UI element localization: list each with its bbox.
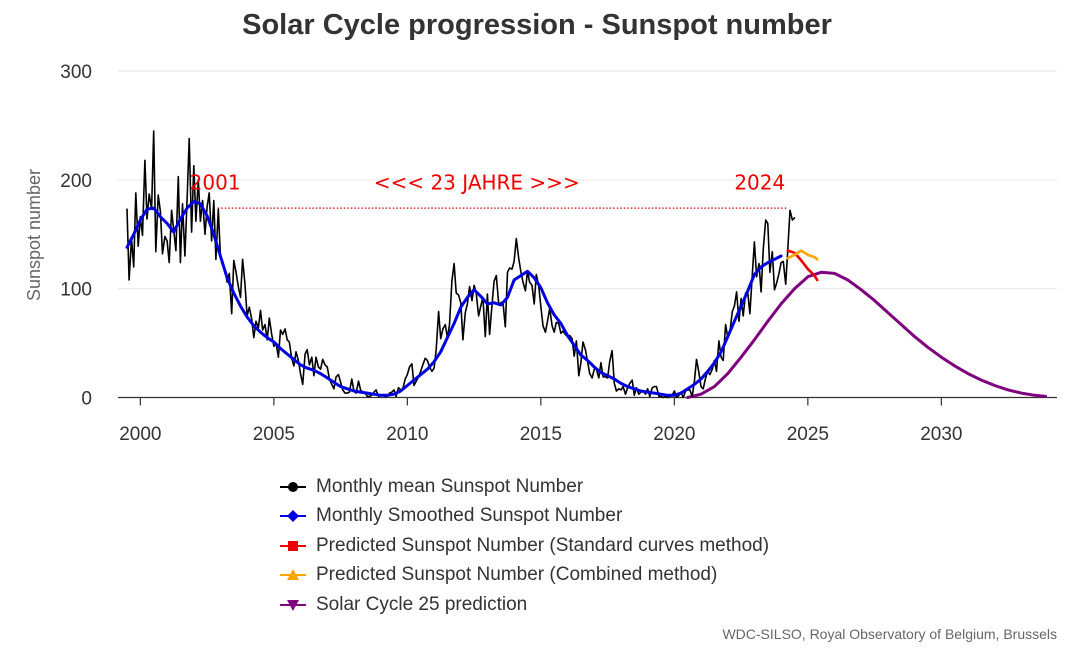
series-standard-curves-line	[786, 249, 819, 282]
x-tick-labels: 2000 2005 2010 2015 2020 2025 2030	[119, 397, 962, 445]
source-credit: WDC-SILSO, Royal Observatory of Belgium,…	[722, 626, 1057, 642]
chart-title: Solar Cycle progression - Sunspot number	[242, 9, 832, 41]
legend-label: Predicted Sunspot Number (Standard curve…	[316, 534, 770, 556]
legend-label: Solar Cycle 25 prediction	[316, 593, 528, 615]
legend: Monthly mean Sunspot Number Monthly Smoo…	[278, 472, 769, 620]
y-tick-label: 0	[81, 389, 92, 410]
x-tick-label: 2030	[920, 424, 962, 445]
legend-marker-triangle-down	[280, 599, 306, 611]
x-tick-label: 2015	[520, 424, 562, 445]
series-layer	[125, 130, 1047, 399]
y-tick-label: 100	[60, 280, 92, 301]
x-tick-label: 2000	[119, 424, 161, 445]
legend-item-smoothed[interactable]: Monthly Smoothed Sunspot Number	[278, 502, 769, 532]
y-tick-labels: 0 100 200 300	[60, 62, 92, 409]
legend-marker-circle	[280, 481, 306, 492]
legend-label: Monthly Smoothed Sunspot Number	[316, 505, 623, 527]
legend-item-cycle25[interactable]: Solar Cycle 25 prediction	[278, 590, 769, 620]
legend-item-combined[interactable]: Predicted Sunspot Number (Combined metho…	[278, 561, 769, 591]
annotation-layer: 2001 <<< 23 JAHRE >>> 2024	[190, 171, 787, 209]
x-tick-label: 2025	[787, 424, 829, 445]
annotation-label: <<< 23 JAHRE >>>	[374, 171, 580, 195]
annotation-label: 2024	[734, 171, 785, 195]
series-cycle25-prediction-line	[686, 270, 1047, 399]
annotation-label: 2001	[190, 171, 241, 195]
legend-item-standard-curves[interactable]: Predicted Sunspot Number (Standard curve…	[278, 531, 769, 561]
legend-marker-square	[280, 540, 306, 551]
y-tick-label: 200	[60, 171, 92, 192]
series-combined-line	[786, 249, 819, 261]
x-tick-label: 2010	[386, 424, 428, 445]
y-axis-label: Sunspot number	[24, 169, 44, 301]
legend-marker-diamond	[280, 510, 306, 523]
series-monthly-mean-line	[126, 130, 796, 399]
x-tick-label: 2005	[253, 424, 295, 445]
x-tick-label: 2020	[653, 424, 695, 445]
legend-label: Predicted Sunspot Number (Combined metho…	[316, 564, 718, 586]
gridlines	[118, 70, 1057, 399]
legend-label: Monthly mean Sunspot Number	[316, 475, 584, 497]
legend-marker-triangle-up	[280, 569, 306, 581]
chart-svg: Solar Cycle progression - Sunspot number…	[24, 9, 1057, 445]
y-tick-label: 300	[60, 62, 92, 83]
series-smoothed-line	[125, 200, 783, 397]
legend-item-monthly-mean[interactable]: Monthly mean Sunspot Number	[278, 472, 769, 502]
